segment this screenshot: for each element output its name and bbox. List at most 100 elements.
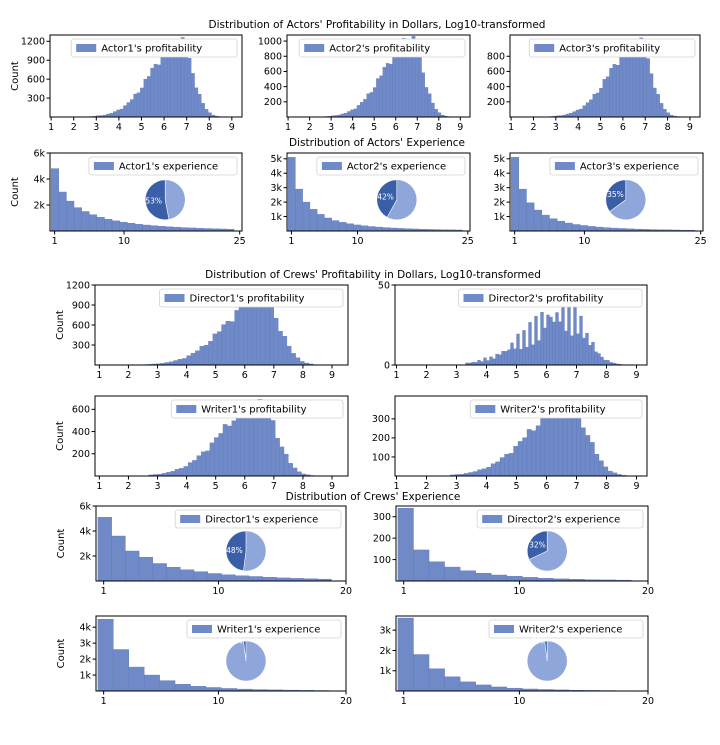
legend-swatch: [164, 294, 185, 302]
legend-swatch: [76, 44, 97, 52]
x-tick-label: 1: [288, 236, 294, 247]
x-tick-label: 7: [642, 122, 648, 133]
histogram-bar: [603, 359, 607, 366]
histogram-bar: [199, 346, 205, 366]
histogram-bar: [444, 566, 461, 582]
histogram-bar: [243, 305, 248, 366]
histogram-bar: [143, 78, 148, 118]
histogram-bar: [477, 469, 483, 477]
histogram-bar: [150, 67, 155, 118]
x-tick-label: 9: [633, 370, 639, 381]
histogram-bar: [302, 201, 311, 232]
histogram-bar: [73, 207, 82, 232]
histogram-bar: [492, 358, 496, 366]
histogram-bar: [498, 354, 502, 366]
y-tick-label: 100: [372, 452, 390, 463]
histogram-bar: [434, 109, 438, 118]
x-tick-label: 6: [393, 122, 399, 133]
histogram-bar: [200, 451, 206, 477]
histogram-bar: [111, 220, 120, 232]
histogram-bar: [264, 302, 270, 366]
histogram-bar: [489, 356, 493, 366]
histogram-bar: [413, 549, 430, 582]
chart-panel-1: 1 2 3 4 5 6 7 8 9 300 600 900 1200 Count Actor1's prof…: [10, 34, 243, 133]
y-tick-label: 200: [264, 97, 282, 108]
y-axis-label: Count: [55, 310, 66, 340]
histogram-bar: [444, 676, 461, 692]
histogram-bar: [517, 441, 523, 477]
legend-box: [174, 509, 342, 529]
y-tick-label: 1200: [21, 37, 45, 48]
histogram-bar: [104, 219, 113, 232]
histogram-bar: [579, 108, 583, 118]
histogram-bar: [556, 220, 565, 232]
legend-box: [549, 156, 699, 176]
y-tick-label: 300: [373, 512, 391, 523]
legend-label: Writer2's profitability: [500, 405, 605, 416]
histogram-bar: [221, 574, 236, 582]
legend-swatch: [321, 162, 342, 170]
histogram-bar: [345, 223, 354, 232]
histogram-bar: [262, 577, 277, 582]
x-tick-label: 1: [52, 236, 58, 247]
histogram-bar: [186, 355, 192, 366]
histogram-bar: [413, 654, 430, 692]
histogram-bar: [649, 73, 654, 118]
histogram-bar: [296, 471, 302, 477]
y-tick-label: 1k: [79, 670, 91, 681]
legend-box: [70, 38, 238, 58]
legend-swatch: [494, 625, 514, 633]
x-tick-label: 7: [414, 122, 420, 133]
histogram-bar: [540, 311, 544, 366]
y-tick-label: 4k: [79, 526, 91, 537]
x-tick-label: 3: [93, 122, 99, 133]
axes-frame: [395, 505, 649, 582]
histogram-bar: [363, 99, 367, 118]
x-tick-label: 5: [513, 370, 519, 381]
histogram-bar: [166, 472, 171, 477]
legend: Actor3's profitability: [528, 38, 696, 58]
legend: Actor1's profitability: [70, 38, 238, 58]
histogram-bar: [350, 109, 354, 118]
x-tick-label: 10: [212, 696, 224, 707]
histogram-bar: [97, 517, 112, 582]
legend: Actor2's experience: [316, 156, 466, 176]
histogram-bar: [392, 50, 396, 118]
histogram-bar: [353, 108, 358, 118]
histogram-bar: [324, 217, 332, 232]
histogram-bar: [116, 109, 121, 118]
y-axis-label: Count: [56, 639, 67, 669]
histogram-bar: [483, 357, 487, 366]
histogram-bar: [191, 73, 195, 118]
x-tick-label: 3: [154, 370, 160, 381]
x-tick-label: 5: [213, 481, 219, 492]
histogram-bar: [195, 350, 200, 366]
histogram-bar: [486, 466, 492, 477]
histogram-bar: [253, 409, 259, 477]
histogram-bar: [501, 351, 505, 366]
histogram-bar: [544, 415, 550, 477]
histogram-bar: [356, 105, 361, 118]
histogram-bar: [273, 317, 279, 366]
histogram-bar: [366, 93, 371, 118]
legend-box: [186, 619, 342, 639]
x-tick-label: 1: [508, 122, 514, 133]
histogram-bar: [282, 336, 288, 366]
histogram-bar: [288, 463, 293, 477]
histogram-bar: [541, 214, 550, 232]
x-tick-label: 2: [530, 122, 536, 133]
legend-box: [458, 288, 643, 308]
section-title-crews-profitability: Distribution of Crews' Profitability in …: [205, 269, 541, 281]
y-tick-label: 1k: [270, 212, 282, 223]
legend-label: Director1's profitability: [190, 294, 305, 305]
x-tick-label: 9: [633, 481, 639, 492]
histogram-bar: [127, 222, 136, 232]
histogram-bar: [510, 342, 514, 366]
histogram-bar: [579, 315, 583, 366]
legend-label: Actor1's experience: [119, 162, 218, 173]
histogram-bar: [421, 72, 425, 118]
x-tick-label: 3: [154, 481, 160, 492]
histogram-bar: [50, 168, 59, 232]
axes-frame: [509, 34, 701, 118]
